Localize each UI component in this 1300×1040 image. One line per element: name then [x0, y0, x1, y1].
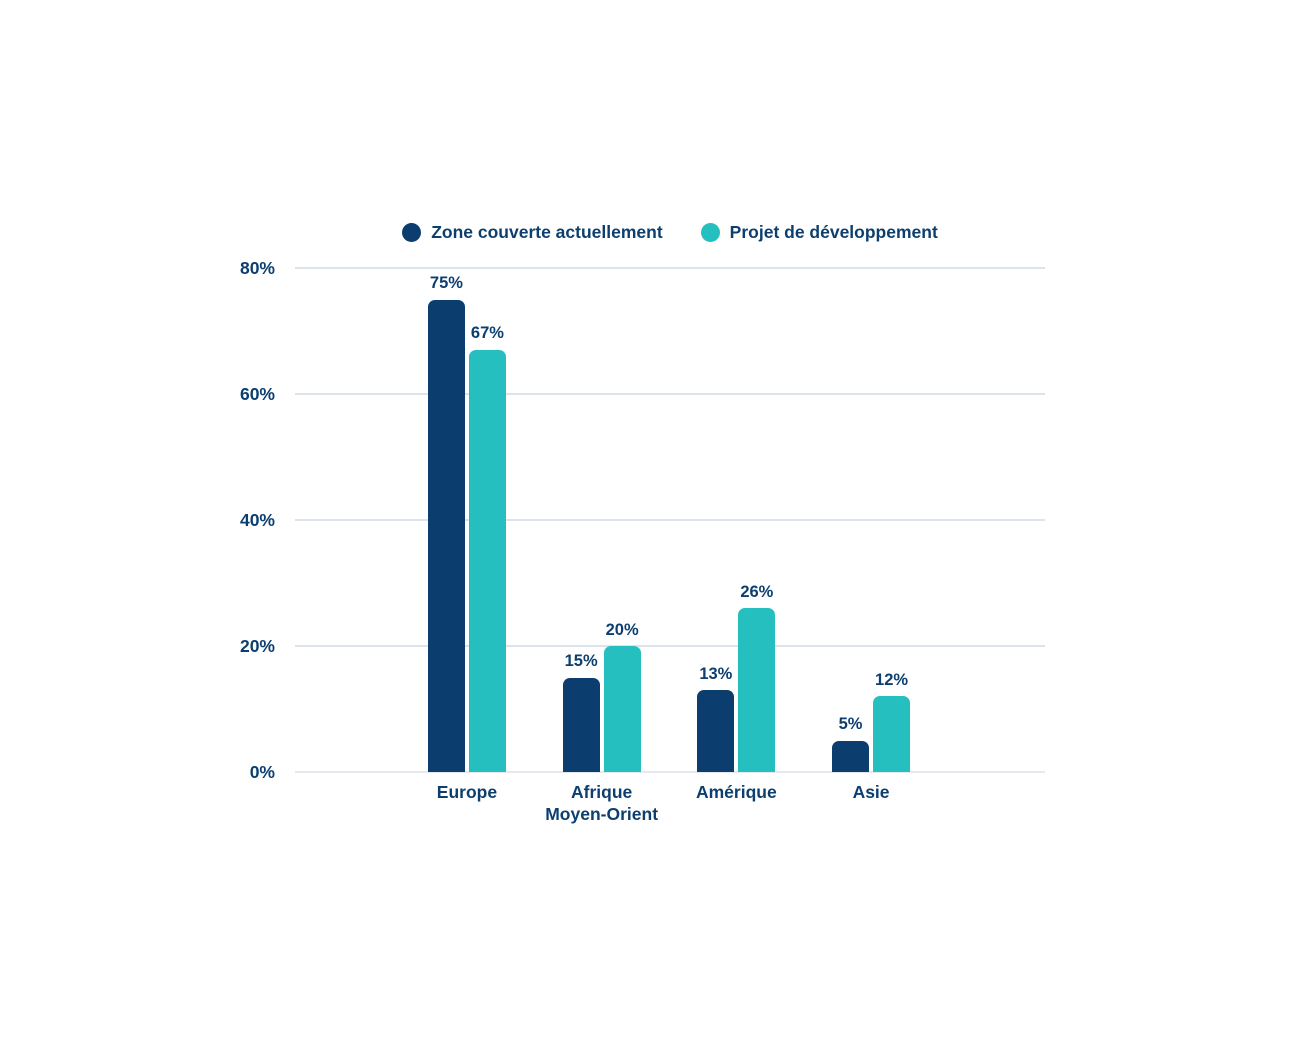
value-label-afrique-moyen-orient-zone-couverte-actuellement: 15%: [564, 652, 598, 670]
y-tick-label-20: 20%: [239, 636, 275, 656]
legend-item-zone-couverte: Zone couverte actuellement: [402, 222, 663, 243]
bar-afrique-moyen-orient-zone-couverte-actuellement: [562, 677, 600, 772]
y-tick-label-40: 40%: [239, 510, 275, 530]
bar-europe-projet-de-developpement: [468, 349, 506, 772]
value-label-afrique-moyen-orient-projet-de-developpement: 20%: [605, 620, 639, 639]
legend-label-zone-couverte: Zone couverte actuellement: [431, 222, 663, 242]
gridline-80: [295, 267, 1045, 269]
legend-swatch-navy: [402, 223, 422, 242]
gridline-0: [295, 771, 1045, 773]
x-category-label-amerique: Amérique: [695, 782, 777, 802]
value-label-asie-zone-couverte-actuellement: 5%: [838, 715, 863, 733]
value-label-europe-projet-de-developpement: 67%: [470, 324, 504, 343]
gridline-60: [295, 393, 1045, 395]
bar-afrique-moyen-orient-projet-de-developpement: [603, 646, 641, 772]
bar-amerique-projet-de-developpement: [738, 608, 776, 772]
legend-item-projet-developpement: Projet de développement: [700, 222, 938, 243]
x-category-label-afrique-moyen-orient: Afrique Moyen-Orient: [545, 782, 659, 824]
bar-asie-zone-couverte-actuellement: [832, 740, 870, 772]
bar-amerique-zone-couverte-actuellement: [697, 690, 735, 772]
bar-europe-zone-couverte-actuellement: [427, 299, 465, 772]
legend-swatch-teal: [700, 223, 720, 242]
bar-asie-projet-de-developpement: [873, 696, 911, 772]
legend: Zone couverte actuellement Projet de dév…: [295, 222, 1045, 243]
gridline-20: [295, 645, 1045, 647]
x-category-label-europe: Europe: [436, 782, 498, 802]
legend-label-projet-developpement: Projet de développement: [729, 222, 938, 242]
value-label-amerique-projet-de-developpement: 26%: [740, 582, 774, 601]
value-label-asie-projet-de-developpement: 12%: [875, 670, 909, 689]
y-tick-label-80: 80%: [239, 258, 275, 278]
value-label-amerique-zone-couverte-actuellement: 13%: [699, 664, 733, 683]
x-category-label-asie: Asie: [852, 782, 890, 802]
gridline-40: [295, 519, 1045, 521]
value-label-europe-zone-couverte-actuellement: 75%: [429, 274, 463, 292]
plot-area: 75% 67% Europe 15% 20% Afrique Moyen-Orient 13…: [295, 267, 1045, 824]
y-tick-label-60: 60%: [239, 384, 275, 404]
y-tick-label-0: 0%: [249, 762, 275, 782]
